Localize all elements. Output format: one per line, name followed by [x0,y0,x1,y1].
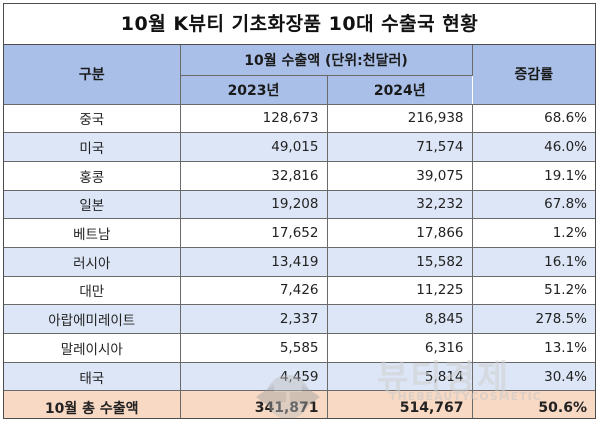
total-row: 10월 총 수출액 341,871 514,767 50.6% [4,390,595,418]
export-table: 구분 10월 수출액 (단위:천달러) 증감률 2023년 2024년 중국 1… [4,45,595,418]
country-cell: 태국 [4,362,181,392]
table-row: 중국 128,673 216,938 68.6% [4,104,595,134]
change-cell: 1.2% [472,218,595,248]
total-2023-cell: 341,871 [180,390,328,418]
table-row: 일본 19,208 32,232 67.8% [4,190,595,220]
value-2024-cell: 71,574 [327,132,473,162]
country-cell: 말레이시아 [4,333,181,363]
total-2024-cell: 514,767 [327,390,473,418]
table-row: 태국 4,459 5,814 30.4% [4,362,595,392]
table-row: 아랍에미레이트 2,337 8,845 278.5% [4,304,595,334]
value-2023-cell: 49,015 [180,132,328,162]
country-cell: 러시아 [4,247,181,277]
table-row: 대만 7,426 11,225 51.2% [4,276,595,306]
table-row: 말레이시아 5,585 6,316 13.1% [4,333,595,363]
change-cell: 13.1% [472,333,595,363]
nav-arrows-icon [256,375,320,418]
header-change: 증감률 [472,45,595,105]
value-2024-cell: 6,316 [327,333,473,363]
value-2024-cell: 5,814 [327,362,473,392]
value-2024-cell: 17,866 [327,218,473,248]
value-2024-cell: 8,845 [327,304,473,334]
header-export-group: 10월 수출액 (단위:천달러) [180,45,473,76]
change-cell: 19.1% [472,161,595,191]
table-row: 베트남 17,652 17,866 1.2% [4,218,595,248]
change-cell: 46.0% [472,132,595,162]
change-cell: 51.2% [472,276,595,306]
change-cell: 278.5% [472,304,595,334]
value-2023-cell: 4,459 [180,362,328,392]
header-category: 구분 [4,45,181,105]
total-label: 10월 총 수출액 [4,390,181,418]
country-cell: 홍콩 [4,161,181,191]
country-cell: 일본 [4,190,181,220]
value-2023-cell: 2,337 [180,304,328,334]
value-2023-cell: 13,419 [180,247,328,277]
change-cell: 67.8% [472,190,595,220]
value-2023-cell: 32,816 [180,161,328,191]
value-2024-cell: 216,938 [327,104,473,134]
header-year-2023: 2023년 [180,75,328,105]
value-2023-cell: 128,673 [180,104,328,134]
value-2024-cell: 15,582 [327,247,473,277]
country-cell: 아랍에미레이트 [4,304,181,334]
total-change-cell: 50.6% [472,390,595,418]
country-cell: 베트남 [4,218,181,248]
value-2023-cell: 17,652 [180,218,328,248]
value-2024-cell: 32,232 [327,190,473,220]
table-header: 구분 10월 수출액 (단위:천달러) 증감률 2023년 2024년 [4,45,595,105]
header-year-2024: 2024년 [327,75,473,105]
change-cell: 16.1% [472,247,595,277]
value-2023-cell: 7,426 [180,276,328,306]
table-frame: 10월 K뷰티 기초화장품 10대 수출국 현황 구분 10월 수출액 (단위:… [3,3,596,419]
value-2023-cell: 19,208 [180,190,328,220]
country-cell: 미국 [4,132,181,162]
country-cell: 대만 [4,276,181,306]
table-row: 홍콩 32,816 39,075 19.1% [4,161,595,191]
page-title: 10월 K뷰티 기초화장품 10대 수출국 현황 [4,4,595,45]
value-2024-cell: 39,075 [327,161,473,191]
table-row: 러시아 13,419 15,582 16.1% [4,247,595,277]
value-2024-cell: 11,225 [327,276,473,306]
table-row: 미국 49,015 71,574 46.0% [4,132,595,162]
change-cell: 30.4% [472,362,595,392]
value-2023-cell: 5,585 [180,333,328,363]
change-cell: 68.6% [472,104,595,134]
country-cell: 중국 [4,104,181,134]
